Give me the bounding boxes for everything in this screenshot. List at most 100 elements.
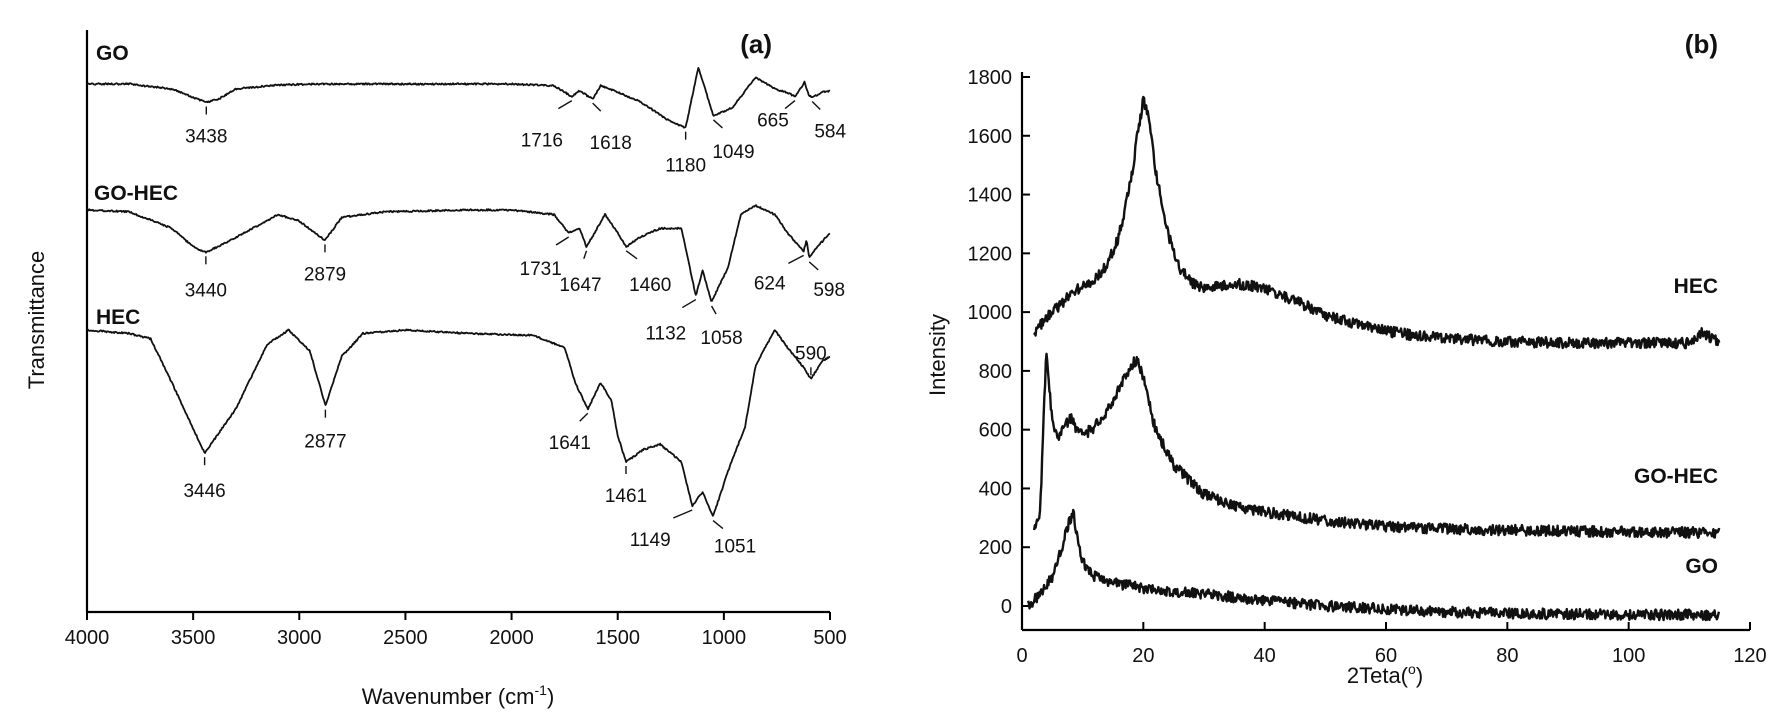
ftir-peak-label: 1647 xyxy=(559,275,601,296)
ftir-peak-leader xyxy=(673,509,693,519)
xrd-series-go-hec: GO-HEC xyxy=(1032,352,1721,539)
ftir-peak-label: 2877 xyxy=(304,432,346,453)
ftir-peak-label: 1051 xyxy=(714,537,756,558)
xrd-x-tick-label: 0 xyxy=(1016,645,1027,667)
xrd-x-tick-label: 20 xyxy=(1132,645,1154,667)
ftir-y-axis-title: Transmittance xyxy=(24,251,49,390)
ftir-peak-leader xyxy=(710,305,717,315)
xrd-x-tick-label: 100 xyxy=(1612,645,1645,667)
ftir-peak-leader xyxy=(558,99,573,110)
ftir-peak-label: 2879 xyxy=(304,264,346,285)
ftir-peak-label: 1149 xyxy=(630,530,671,551)
ftir-series-label-go-hec: GO-HEC xyxy=(94,182,178,205)
xrd-series-label-go-hec: GO-HEC xyxy=(1634,465,1718,488)
xrd-series-group: HEC GO-HEC GO xyxy=(1026,95,1721,622)
ftir-peak-leader xyxy=(555,236,570,246)
ftir-peak-leader xyxy=(592,102,602,112)
xrd-y-tick-label: 600 xyxy=(979,420,1012,442)
ftir-peak-label: 665 xyxy=(757,111,789,132)
ftir-peak-label: 1461 xyxy=(605,486,647,507)
xrd-series-hec: HEC xyxy=(1033,95,1721,350)
ftir-peak-leader xyxy=(808,261,819,271)
ftir-peak-label: 584 xyxy=(814,121,846,142)
ftir-x-axis-title: Wavenumber (cm-1) xyxy=(362,682,555,709)
ftir-peak-label: 1641 xyxy=(549,433,591,454)
ftir-x-tick-label: 1000 xyxy=(702,627,747,649)
ftir-peak-leader xyxy=(712,119,723,129)
ftir-peak-label: 3440 xyxy=(185,280,227,301)
xrd-x-tick-label: 60 xyxy=(1375,645,1397,667)
xrd-series-line-go-hec xyxy=(1032,352,1721,539)
ftir-x-axis-title-main: Wavenumber (cm xyxy=(362,684,535,709)
ftir-peak-leader xyxy=(788,254,805,265)
ftir-peak-label: 1132 xyxy=(645,324,686,345)
ftir-peak-label: 1058 xyxy=(700,328,742,349)
ftir-x-ticks: 4000 3500 3000 2500 2000 1500 1000 500 xyxy=(65,612,847,649)
ftir-x-tick-label: 2000 xyxy=(489,627,534,649)
ftir-peak-label: 1731 xyxy=(520,259,562,280)
ftir-peak-label: 1049 xyxy=(712,142,754,163)
ftir-peak-label: 1460 xyxy=(629,275,671,296)
ftir-peak-leader xyxy=(712,520,724,530)
xrd-x-ticks: 0 20 40 60 80 100 120 xyxy=(1016,622,1767,667)
xrd-x-tick-label: 80 xyxy=(1496,645,1518,667)
ftir-x-axis-title-superscript: -1 xyxy=(535,682,548,698)
ftir-peak-label: 624 xyxy=(754,273,786,294)
xrd-x-tick-label: 40 xyxy=(1254,645,1276,667)
ftir-x-tick-label: 4000 xyxy=(65,627,110,649)
xrd-y-tick-label: 1600 xyxy=(968,126,1013,148)
ftir-x-axis-title-end: ) xyxy=(547,684,554,709)
ftir-peak-leader xyxy=(811,100,821,110)
xrd-y-tick-label: 200 xyxy=(979,537,1012,559)
panel-b-label: (b) xyxy=(1685,29,1718,59)
ftir-peak-label: 3446 xyxy=(183,481,225,502)
xrd-y-ticks: 0 200 400 600 800 1000 1200 1400 1600 1800 xyxy=(968,67,1030,618)
xrd-y-tick-label: 800 xyxy=(979,361,1012,383)
ftir-peak-label: 598 xyxy=(813,280,845,301)
xrd-x-axis-title-superscript: o xyxy=(1408,661,1416,677)
ftir-panel: (a) 4000 3500 3000 2500 2000 1500 1000 500 Tran… xyxy=(24,29,847,709)
ftir-series-label-go: GO xyxy=(96,42,129,65)
ftir-peak-label: 1618 xyxy=(590,133,632,154)
panel-a-label: (a) xyxy=(740,29,772,59)
ftir-peak-label: 1716 xyxy=(521,131,563,152)
xrd-y-axis-title: Intensity xyxy=(925,314,950,396)
ftir-peak-leader xyxy=(625,250,638,260)
xrd-series-line-go xyxy=(1026,508,1721,622)
xrd-x-axis-title-main: 2Teta( xyxy=(1347,663,1409,688)
ftir-peak-label: 3438 xyxy=(185,126,227,147)
xrd-x-axis-title: 2Teta(o) xyxy=(1347,661,1423,688)
ftir-x-tick-label: 1500 xyxy=(595,627,640,649)
xrd-series-label-hec: HEC xyxy=(1674,275,1718,298)
xrd-panel: (b) 0 20 40 60 80 100 120 0 200 400 600 800 1000 120… xyxy=(925,29,1767,688)
ftir-series-line-hec xyxy=(86,328,831,517)
ftir-series-line-go-hec xyxy=(86,204,831,302)
ftir-series-line-go xyxy=(86,67,831,129)
xrd-series-label-go: GO xyxy=(1685,555,1718,578)
ftir-peak-leader xyxy=(583,250,588,260)
xrd-y-tick-label: 1000 xyxy=(968,302,1013,324)
xrd-x-axis-title-end: ) xyxy=(1416,663,1423,688)
ftir-x-tick-label: 3000 xyxy=(277,627,322,649)
xrd-y-tick-label: 1200 xyxy=(968,243,1013,265)
xrd-series-go: GO xyxy=(1026,508,1721,622)
xrd-y-tick-label: 1800 xyxy=(968,67,1013,89)
ftir-series-hec: HEC 3446 2877 1641 1461 1149 1051 590 xyxy=(86,306,831,558)
ftir-series-label-hec: HEC xyxy=(96,306,140,329)
xrd-y-tick-label: 1400 xyxy=(968,185,1013,207)
ftir-peak-leader xyxy=(579,412,589,422)
ftir-peak-leader xyxy=(681,298,697,309)
xrd-y-tick-label: 400 xyxy=(979,478,1012,500)
ftir-peak-label: 1180 xyxy=(665,156,706,177)
xrd-series-line-hec xyxy=(1033,95,1721,350)
ftir-x-tick-label: 3500 xyxy=(171,627,216,649)
ftir-peak-label: 590 xyxy=(795,343,827,364)
xrd-x-tick-label: 120 xyxy=(1733,645,1766,667)
ftir-x-tick-label: 2500 xyxy=(383,627,428,649)
ftir-x-tick-label: 500 xyxy=(813,627,846,649)
xrd-y-tick-label: 0 xyxy=(1001,596,1012,618)
